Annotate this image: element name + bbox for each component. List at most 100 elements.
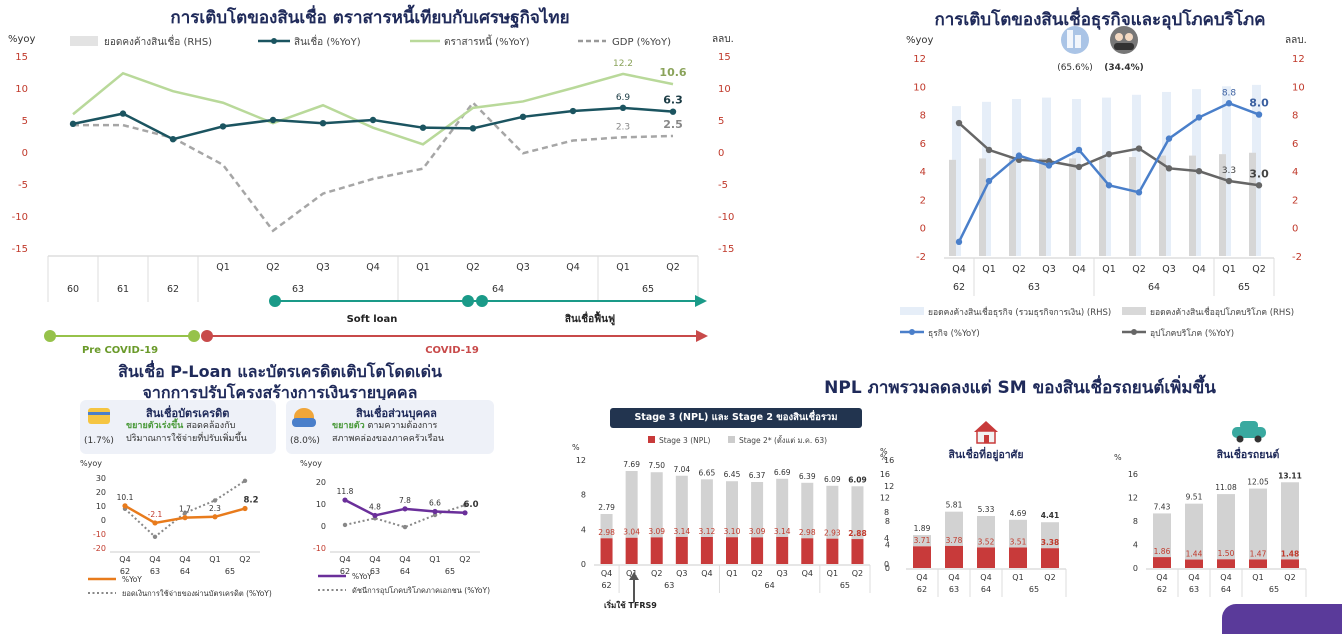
main-xtick: 62	[167, 284, 179, 295]
auto-stage3-label: 1.44	[1186, 550, 1203, 559]
npl-title: NPL ภาพรวมลดลงแต่ SM ของสินเชื่อรถยนต์เพ…	[824, 378, 1216, 398]
npl-stage3-bar	[851, 539, 864, 564]
right-business-bar	[1102, 97, 1111, 256]
main-xtick: Q3	[316, 262, 330, 273]
consumer-share: (34.4%)	[1104, 63, 1143, 73]
cc-xtick: Q4	[149, 555, 160, 564]
right-ytick-left: 12	[913, 54, 926, 65]
house-stage2-label: 5.81	[946, 501, 963, 510]
main-xtick: 60	[67, 284, 79, 295]
pl-benchmark-point	[432, 512, 438, 518]
npl-year-label: 64	[765, 581, 775, 590]
main-ytick-left: 15	[15, 52, 28, 63]
pre-covid-label: Pre COVID-19	[82, 345, 158, 356]
house-year-label: 63	[949, 585, 959, 594]
main-ytick-left: 10	[15, 84, 28, 95]
pl-yoy-point	[432, 508, 438, 515]
main-loan-point	[519, 113, 527, 121]
npl-stage3-label: 3.12	[699, 527, 716, 536]
pl-year-label: 64	[400, 567, 410, 576]
credit-card-chart: %yoy -20 -10 0 10 20 30 10.1 -2.1 1.7 2.3 8.2 Q4 Q4 Q…	[80, 459, 272, 598]
house-stage3-bar	[1041, 548, 1059, 568]
legend-loan: สินเชื่อ (%YoY)	[294, 34, 361, 48]
auto-xtick: Q4	[1188, 573, 1199, 582]
main-data-label: 6.9	[616, 93, 631, 103]
pl-xtick: Q2	[459, 555, 470, 564]
cc-benchmark-point	[212, 498, 218, 503]
right-legend: ยอดคงค้างสินเชื่อธุรกิจ (รวมธุรกิจการเงิ…	[900, 306, 1294, 339]
right-consumer-point	[1225, 177, 1233, 185]
main-xtick: Q1	[416, 262, 430, 273]
right-year-label: 64	[1148, 282, 1160, 293]
auto-ytick: 0	[1133, 564, 1138, 573]
right-business-point	[1195, 114, 1203, 121]
right-data-label: 3.0	[1249, 167, 1269, 180]
main-chart-title: การเติบโตของสินเชื่อ ตราสารหนี้เทียบกับเ…	[170, 8, 570, 28]
right-ytick-left: 0	[920, 224, 926, 235]
right-ytick-left: 8	[920, 111, 926, 122]
npl-legend-swatch-stage2	[728, 436, 735, 443]
house-xtick: Q4	[948, 573, 959, 582]
npl-left-unit: %	[572, 443, 580, 452]
cc-ytick: 30	[96, 474, 106, 483]
npl-stage2-bar	[650, 472, 663, 538]
npl-stage2-label: 6.37	[749, 471, 766, 480]
pl-benchmark-point	[342, 522, 348, 528]
npl-ytick: 0	[581, 560, 586, 569]
house-stage3-bar	[1009, 547, 1027, 568]
npl-stage3-bar	[726, 537, 738, 564]
legend-marker-business	[909, 329, 915, 335]
credit-card-title: สินเชื่อบัตรเครดิต	[146, 407, 230, 420]
right-business-point	[1225, 100, 1233, 107]
cc-data-label: -2.1	[148, 510, 163, 519]
soft-loan-arrowhead	[695, 295, 707, 307]
npl-stage2-label: 6.45	[724, 470, 741, 479]
npl-stage3-label: 3.14	[673, 527, 690, 536]
house-stage2-label: 4.41	[1041, 511, 1060, 520]
npl-stage3-label: 3.09	[648, 527, 665, 536]
npl-stage2-label: 2.79	[598, 503, 615, 512]
pl-xtick: Q4	[369, 555, 380, 564]
house-stage2-bar	[977, 516, 995, 548]
business-icon	[1061, 26, 1089, 54]
right-consumer-bar	[1099, 158, 1106, 256]
business-share: (65.6%)	[1057, 63, 1093, 73]
right-business-bar	[1132, 94, 1141, 257]
personal-loan-info-card: (8.0%) สินเชื่อส่วนบุคคล ขยายตัว ตามความ…	[286, 400, 494, 454]
npl-stage2-bar	[675, 475, 688, 537]
npl-stage3-bar	[600, 538, 613, 564]
auto-xtick: Q1	[1252, 573, 1263, 582]
right-consumer-point	[985, 146, 993, 154]
npl-stage2-bar	[851, 486, 864, 540]
main-ytick-right: 15	[718, 52, 731, 63]
npl-ytick-right: 12	[884, 482, 894, 491]
credit-card-share: (1.7%)	[84, 436, 114, 446]
main-ytick-right: -5	[718, 180, 728, 191]
npl-stage3-bar	[650, 537, 663, 564]
npl-stage2-label: 6.09	[824, 475, 841, 484]
npl-xtick: Q3	[776, 569, 787, 578]
npl-ytick-right: 16	[884, 456, 894, 465]
legend-gdp: GDP (%YoY)	[612, 37, 671, 48]
cc-year-label: 63	[150, 567, 160, 576]
cc-ytick: -10	[93, 530, 106, 539]
house-ytick: 4	[885, 541, 890, 550]
ploan-title-line1: สินเชื่อ P-Loan และบัตรเครดิตเติบโตโดดเด…	[118, 362, 442, 381]
npl-stage3-bar	[751, 537, 764, 564]
tfrs9-note: เริ่มใช้ TFRS9	[604, 599, 657, 610]
house-year-label: 64	[981, 585, 991, 594]
housing-npl-chart: % สินเชื่อที่อยู่อาศัย 3.71 1.89 3.78 5.81 3…	[880, 421, 1067, 597]
legend-swatch-business-outstanding	[900, 307, 924, 315]
npl-year-label: 63	[664, 581, 674, 590]
npl-stage2-label: 7.69	[623, 460, 640, 469]
pre-covid-start-dot	[44, 330, 56, 342]
right-business-bar	[1252, 84, 1261, 256]
main-xtick: Q2	[466, 262, 480, 273]
cc-legend-yoy: %YoY	[122, 575, 142, 584]
legend-consumer-outstanding: ยอดคงค้างสินเชื่ออุปโภคบริโภค (RHS)	[1150, 306, 1294, 318]
npl-stage3-bar	[675, 536, 688, 564]
car-icon	[1232, 421, 1266, 443]
npl-ytick: 12	[576, 456, 586, 465]
personal-loan-desc-line2: สภาพคล่องของภาคครัวเรือน	[332, 434, 445, 444]
right-business-bar	[1222, 86, 1231, 257]
